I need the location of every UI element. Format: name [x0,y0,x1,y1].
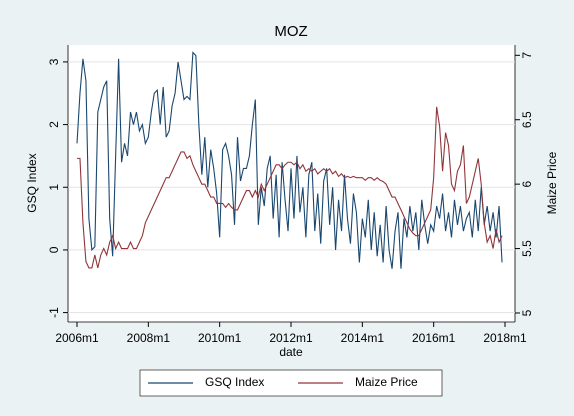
x-tick-label: 2016m1 [412,331,456,345]
series-line [76,51,503,269]
y-tick-label: 0 [47,246,61,253]
y2-tick-label: 6.5 [520,111,534,128]
x-tick-label: 2010m1 [198,331,242,345]
y2-tick-label: 6 [520,180,534,187]
legend-label: GSQ Index [205,375,264,389]
y-tick-label: -1 [47,307,61,318]
y2-tick-label: 5.5 [520,240,534,257]
y-axis-label: GSQ Index [25,153,39,212]
x-tick-label: 2006m1 [55,331,99,345]
x-tick-label: 2014m1 [341,331,385,345]
y-tick-label: 3 [47,58,61,65]
x-tick-label: 2008m1 [127,331,171,345]
chart-title: MOZ [274,23,307,40]
x-axis-label: date [279,345,303,359]
x-tick-label: 2018m1 [483,331,527,345]
legend-label: Maize Price [355,375,418,389]
y-tick-label: 1 [47,184,61,191]
x-tick-label: 2012m1 [269,331,313,345]
series-line [77,106,503,269]
y2-tick-label: 7 [520,52,534,59]
y-tick-label: 2 [47,121,61,128]
y2-tick-label: 5 [520,309,534,316]
y2-axis-label: Maize Price [545,151,559,214]
